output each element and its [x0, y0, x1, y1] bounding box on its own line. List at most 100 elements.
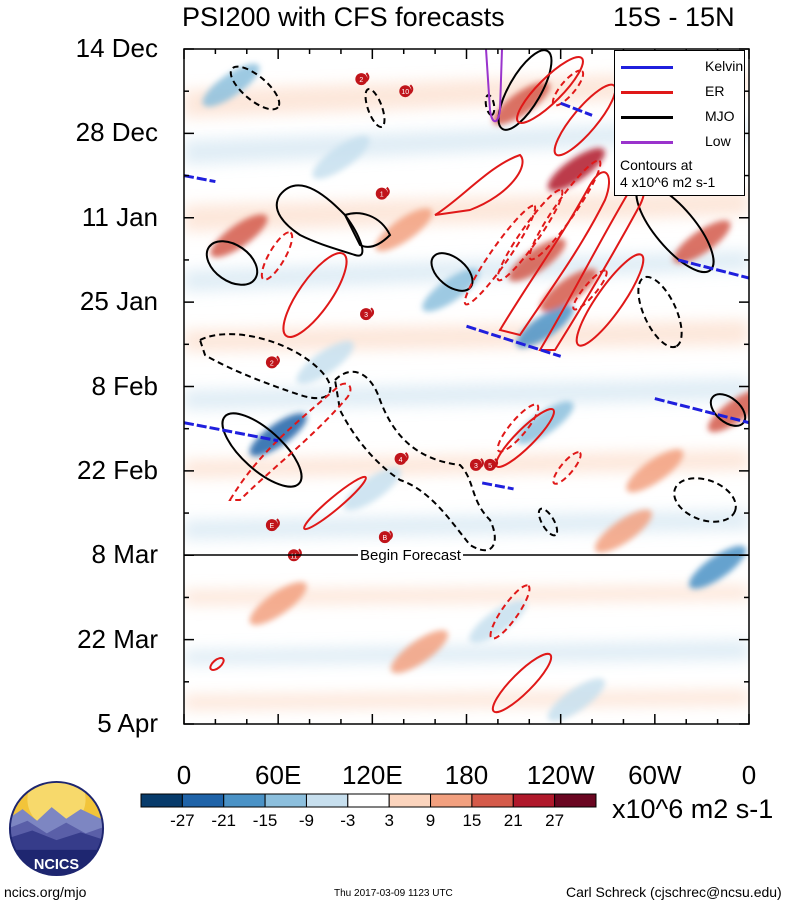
cyclone-label: 1 [380, 192, 384, 199]
cyclone-label: 5 [488, 463, 492, 470]
anomaly-blob [202, 63, 260, 107]
legend: Kelvin ER MJO Low Contours at 4 x10^6 m2… [614, 50, 745, 196]
anomaly-blob [343, 467, 401, 511]
x-tick-label: 0 [176, 760, 192, 790]
latitude-band-label: 15S - 15N [613, 2, 735, 32]
cyclone-label: 4 [399, 457, 403, 464]
colorbar-label: 3 [384, 811, 394, 830]
cyclone-tail [370, 307, 375, 317]
tropical-cyclone-marker: 10 [399, 84, 414, 98]
legend-label: Kelvin [705, 58, 744, 74]
cyclone-tail [276, 355, 280, 366]
anomaly-blob [594, 509, 653, 553]
x-tick-label: 0 [741, 760, 757, 790]
colorbar-swatch [181, 793, 225, 808]
y-tick-label: 28 Dec [75, 117, 158, 148]
y-tick-label: 5 Apr [97, 708, 158, 738]
kelvin-segment [678, 258, 749, 280]
legend-note: Contours at 4 x10^6 m2 s-1 [620, 157, 715, 191]
tropical-cyclone-marker: 5 [484, 458, 499, 471]
legend-item-mjo: MJO [621, 107, 743, 127]
y-tick-label: 8 Mar [91, 539, 158, 570]
cyclone-label: 3 [364, 312, 368, 319]
cyclone-tail [494, 458, 499, 468]
tropical-cyclone-marker: 2 [355, 72, 370, 86]
colorbar-swatch [305, 793, 349, 808]
legend-note-line2: 4 x10^6 m2 s-1 [620, 174, 716, 190]
anomaly-blob [422, 268, 480, 312]
colorbar-swatch [347, 793, 390, 808]
legend-item-kelvin: Kelvin [621, 57, 743, 77]
cyclone-icon [394, 452, 407, 465]
cyclone-tail [298, 548, 302, 558]
y-tick-label: 22 Feb [77, 454, 158, 485]
y-tick-label: 8 Feb [91, 370, 159, 401]
anomaly-blob [492, 81, 550, 125]
y-tick-label: 11 Jan [81, 201, 158, 232]
tropical-cyclone-markers: 2 10 1 3 2 4 3 5 E B 11 [265, 72, 499, 562]
logo-text: NCICS [34, 857, 80, 873]
colorbar-swatch [223, 793, 266, 808]
anomaly-blob [249, 413, 307, 457]
kelvin-segment [184, 421, 279, 443]
kelvin-segment [481, 481, 514, 491]
legend-label: MJO [705, 108, 735, 124]
colorbar-label: -27 [170, 811, 195, 830]
colorbar-swatch [264, 793, 307, 808]
begin-forecast-label: Begin Forecast [358, 547, 463, 564]
mjo-contours [205, 49, 747, 488]
cyclone-icon [265, 356, 278, 369]
cyclone-tail [365, 72, 370, 82]
colorbar-label: 21 [503, 811, 523, 830]
colorbar [140, 793, 597, 808]
colorbar-label: 15 [462, 811, 482, 830]
y-tick-label: 14 Dec [75, 33, 158, 63]
cyclone-tail [480, 458, 484, 468]
legend-label: ER [705, 83, 725, 99]
x-tick-label: 120E [341, 760, 403, 790]
cyclone-icon [378, 531, 391, 544]
cyclone-label: B [383, 535, 388, 542]
colorbar-swatch [140, 793, 183, 808]
tropical-cyclone-marker: 4 [394, 452, 409, 465]
low-contour [485, 49, 503, 123]
ncics-logo: NCICS [8, 780, 105, 877]
colorbar-swatch [512, 793, 556, 808]
legend-item-low: Low [621, 132, 743, 152]
y-tick-label: 25 Jan [79, 286, 158, 317]
y-tick-label: 22 Mar [77, 623, 158, 654]
kelvin-segment [466, 324, 562, 358]
cyclone-tail [386, 186, 390, 197]
author-credit: Carl Schreck (cjschrec@ncsu.edu) [566, 884, 782, 900]
kelvin-segment [560, 101, 593, 117]
tropical-cyclone-marker: 1 [375, 186, 390, 200]
tropical-cyclone-marker: E [265, 518, 280, 532]
website-link[interactable]: ncics.org/mjo [4, 884, 87, 900]
anomaly-blob [547, 678, 605, 722]
x-tick-label: 60E [255, 760, 302, 790]
colorbar-label: -21 [211, 811, 237, 830]
anomaly-blob [516, 401, 574, 445]
x-tick-label: 180 [444, 760, 489, 790]
x-tick-label: 120W [526, 760, 595, 790]
cyclone-tail [404, 452, 409, 462]
chart-title: PSI200 with CFS forecasts [182, 2, 505, 32]
mjo-contours-negative [198, 65, 737, 552]
colorbar-label: -3 [340, 811, 356, 830]
anomaly-blob [539, 268, 598, 312]
er-contours-negative [228, 69, 608, 640]
cyclone-label: 2 [359, 77, 363, 84]
colorbar-swatch [430, 793, 473, 808]
cyclone-tail [389, 530, 393, 540]
anomaly-blob [249, 581, 307, 625]
colorbar-label: -9 [298, 811, 315, 830]
cyclone-label: 2 [270, 360, 274, 367]
cyclone-tail [276, 518, 280, 528]
anomaly-blob [296, 340, 354, 384]
cyclone-icon [360, 308, 373, 321]
anomaly-blob [390, 630, 448, 674]
colorbar-swatch [388, 793, 432, 808]
tropical-cyclone-marker: 3 [360, 307, 375, 321]
tropical-cyclone-marker: 2 [265, 355, 280, 369]
cyclone-label: 11 [290, 553, 297, 560]
